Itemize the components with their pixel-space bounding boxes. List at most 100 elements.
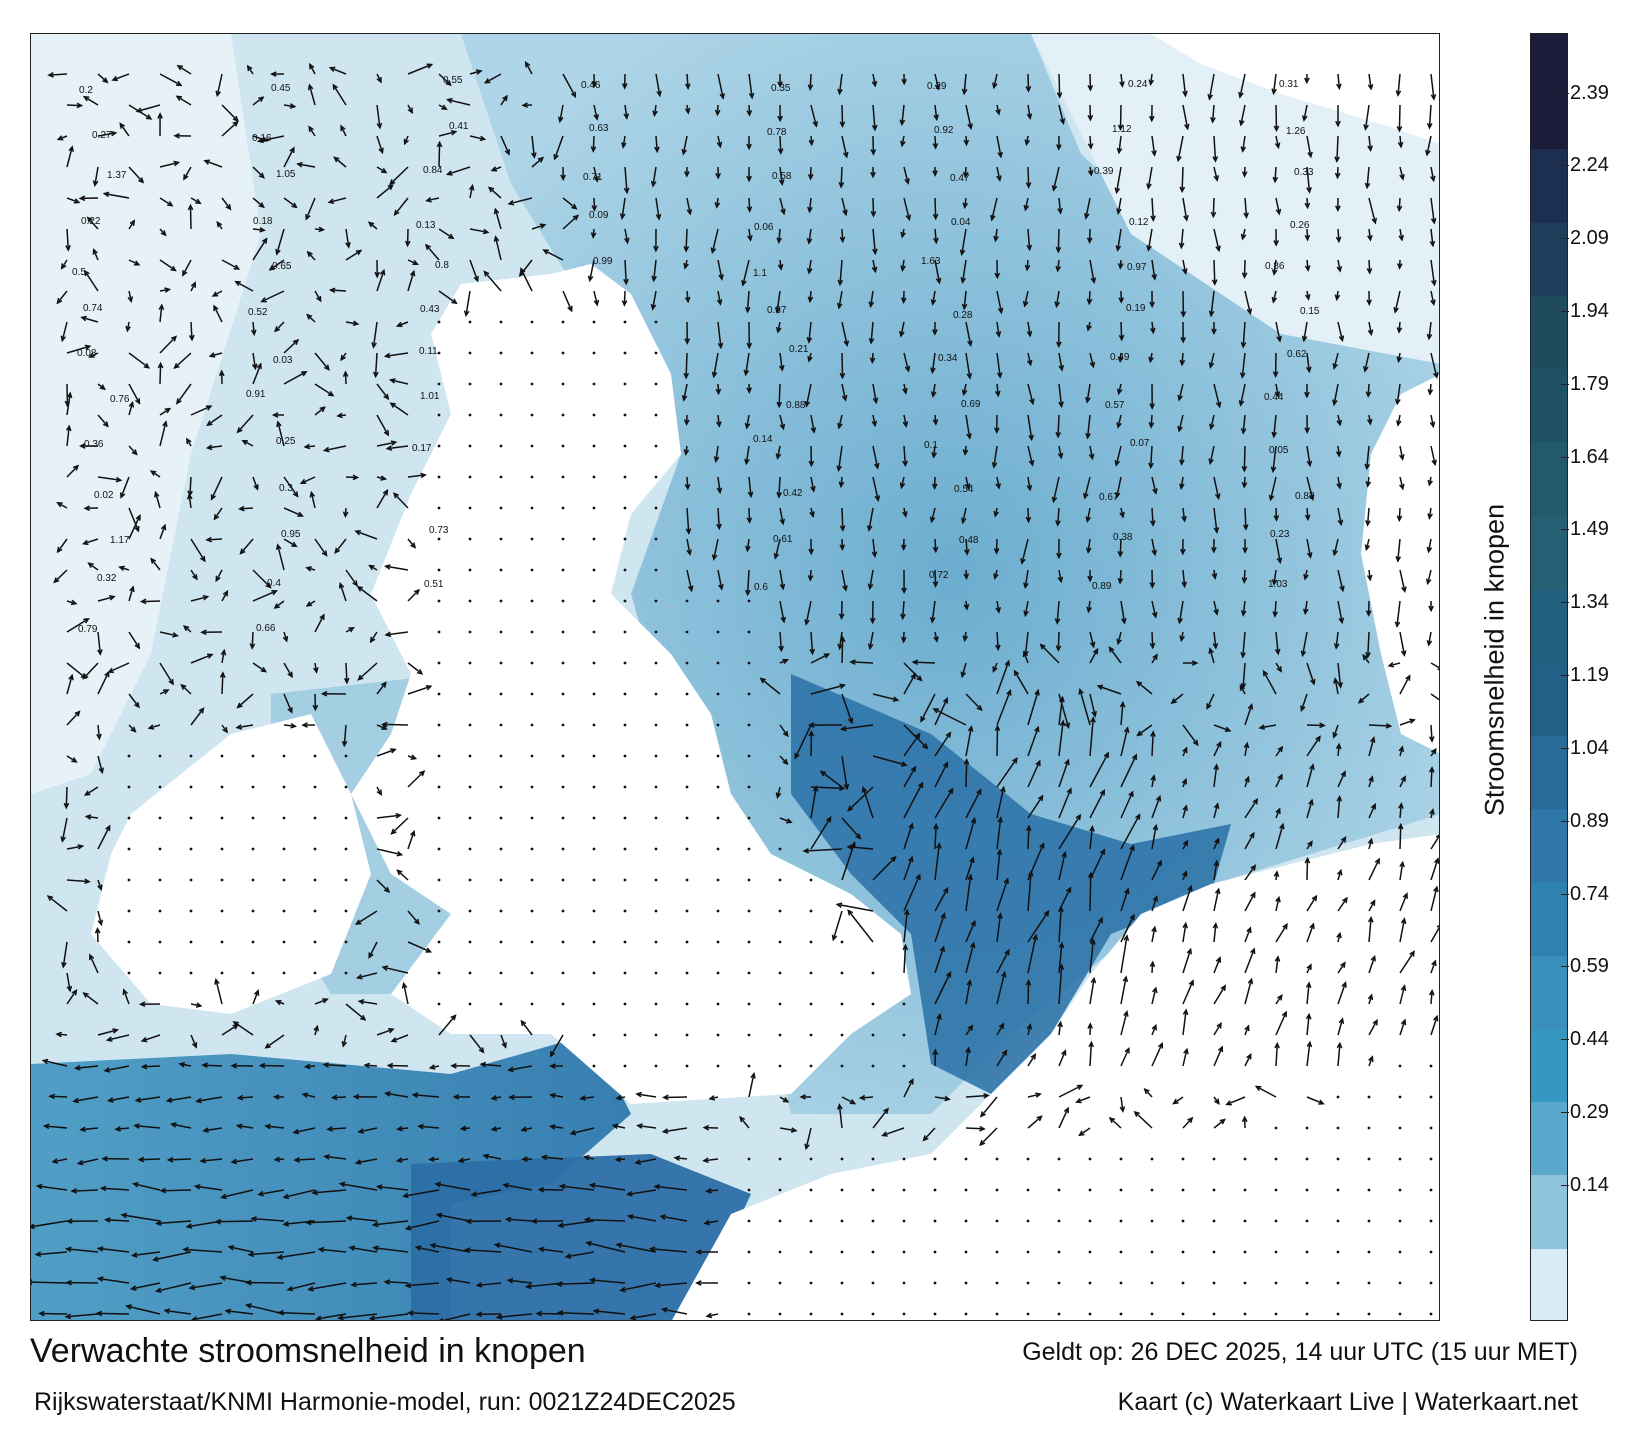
current-arrow [841, 507, 844, 531]
current-arrow [1149, 445, 1153, 468]
current-arrow [832, 910, 843, 940]
current-arrow-head [167, 201, 174, 207]
current-arrow-head [1124, 887, 1130, 895]
current-arrow [1151, 927, 1156, 943]
current-arrow [1151, 987, 1157, 1005]
current-arrow [965, 352, 971, 379]
current-arrow-head [1364, 544, 1371, 552]
current-arrow-head [1089, 361, 1096, 369]
current-arrow-head [684, 171, 690, 178]
current-arrow [368, 941, 378, 958]
speed-label: 0.27 [92, 130, 112, 141]
grid-dot [1119, 1281, 1123, 1285]
current-arrow-head [1064, 722, 1071, 730]
current-arrow [372, 321, 378, 348]
current-arrow [1137, 724, 1153, 736]
current-speed-map[interactable]: 0.2 0.45 0.55 0.46 0.35 0.29 0.24 0.31 0.27 0.16 0… [30, 33, 1440, 1321]
current-arrow-head [450, 1014, 457, 1021]
current-arrow-head [211, 291, 219, 297]
grid-dot [685, 1002, 689, 1006]
current-arrow-head [332, 83, 338, 91]
grid-dot [344, 878, 348, 882]
grid-dot [437, 940, 441, 944]
grid-dot [1243, 1312, 1247, 1316]
current-arrow [1213, 861, 1218, 881]
current-arrow-head [1429, 175, 1436, 183]
current-arrow [1334, 678, 1339, 695]
current-arrow [1151, 796, 1161, 819]
current-arrow-head [507, 1066, 514, 1073]
grid-dot [995, 1188, 999, 1192]
current-arrow-head [967, 725, 974, 732]
current-arrow-head [1307, 840, 1313, 847]
colorbar-tick-label: 1.19 [1561, 664, 1609, 686]
current-arrow [1040, 644, 1060, 664]
current-arrow-head [1304, 202, 1311, 210]
grid-dot [902, 1250, 906, 1254]
speed-label: 0.88 [786, 400, 806, 411]
current-arrow-head [1273, 870, 1280, 877]
grid-dot [220, 909, 224, 913]
current-arrow-head [1397, 822, 1404, 830]
grid-dot [1212, 1281, 1216, 1285]
current-arrow-head [548, 1124, 556, 1130]
grid-dot [1367, 1095, 1371, 1099]
grid-dot [189, 816, 193, 820]
current-arrow-head [872, 248, 878, 256]
current-arrow-head [776, 401, 783, 409]
current-arrow [847, 786, 874, 811]
current-arrow [1306, 538, 1312, 558]
current-arrow-head [202, 1127, 209, 1134]
current-arrow-head [1364, 463, 1371, 471]
current-arrow [965, 1047, 970, 1067]
current-arrow [837, 903, 874, 912]
current-arrow-head [140, 1036, 148, 1043]
current-arrow [1399, 862, 1404, 881]
current-arrow-head [436, 140, 443, 148]
current-arrow-head [1186, 947, 1193, 955]
current-arrow [334, 156, 347, 168]
current-arrow-head [1090, 277, 1097, 284]
current-arrow-head [623, 113, 630, 120]
current-arrow [1306, 736, 1321, 757]
current-arrow-head [1117, 124, 1124, 132]
current-arrow-head [341, 740, 348, 748]
current-arrow [869, 631, 874, 649]
current-arrow-head [717, 342, 724, 350]
current-arrow-head [322, 998, 329, 1004]
current-arrow [159, 161, 179, 168]
current-arrow-head [592, 1308, 600, 1315]
colorbar-band [1531, 735, 1567, 810]
current-arrow [1306, 764, 1314, 788]
current-arrow-head [1123, 934, 1130, 942]
current-arrow [283, 662, 293, 678]
current-arrow-head [65, 1218, 73, 1224]
current-arrow-head [995, 606, 1002, 614]
current-arrow-head [143, 362, 151, 369]
current-arrow-head [905, 214, 912, 222]
current-arrow [306, 314, 316, 323]
current-arrow [776, 290, 781, 313]
current-arrow-head [1271, 88, 1277, 96]
current-arrow-head [130, 726, 137, 733]
grid-dot [747, 1281, 751, 1285]
current-arrow-head [483, 78, 491, 84]
current-arrow-head [746, 206, 753, 213]
current-arrow-head [1212, 921, 1219, 929]
speed-label: 0.67 [1099, 492, 1119, 503]
current-arrow [385, 1281, 409, 1284]
current-arrow-head [739, 1115, 746, 1123]
current-arrow [748, 73, 753, 98]
current-arrow [213, 305, 223, 323]
grid-dot [468, 382, 472, 386]
current-arrow-head [1300, 705, 1306, 713]
speed-label: 0.12 [1129, 217, 1149, 228]
current-arrow-head [868, 337, 875, 345]
current-arrow [314, 290, 322, 302]
current-arrow [1027, 166, 1030, 188]
current-arrow-head [1123, 1010, 1129, 1017]
current-arrow [748, 1073, 755, 1098]
current-arrow-head [1250, 864, 1257, 871]
current-arrow [1023, 651, 1029, 664]
current-arrow-head [304, 1219, 312, 1226]
